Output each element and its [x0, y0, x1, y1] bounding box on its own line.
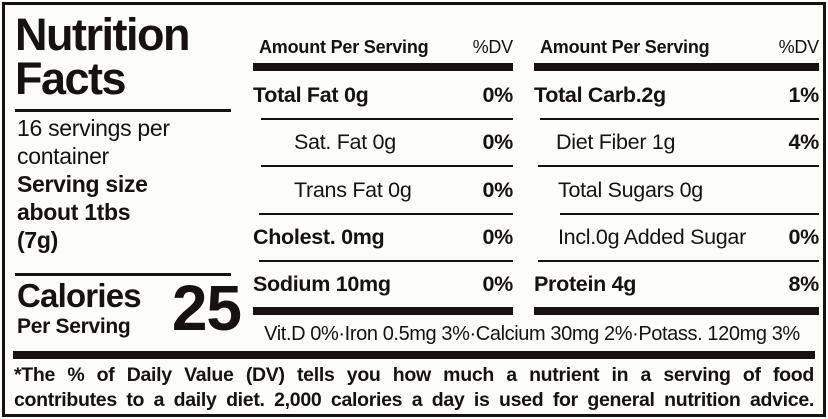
nutrient-name: Total Sugars 0g: [558, 177, 703, 202]
nutrient-dv-value: 8%: [788, 272, 820, 296]
row-separator: [538, 165, 819, 168]
calories-label: Calories: [17, 277, 142, 314]
thick-bar: [253, 63, 513, 71]
dv-header: %DV: [472, 37, 514, 57]
footnote-line-1: *The % of Daily Value (DV) tells you how…: [14, 364, 814, 386]
nutrient-row: Trans Fat 0g 0%: [253, 168, 513, 213]
footnote-line-2: contributes to a daily diet. 2,000 calor…: [14, 389, 814, 411]
nutrient-row: Total Carb.2g 1%: [534, 73, 819, 118]
row-separator: [259, 212, 513, 215]
panel-fats: Amount Per Serving %DV Total Fat 0g 0% Sat…: [253, 5, 513, 315]
thick-bar: [253, 307, 513, 315]
amount-per-serving-header: Amount Per Serving: [259, 37, 429, 57]
nutrient-name: Sat. Fat 0g: [294, 130, 396, 155]
nutrient-name: Diet Fiber 1g: [556, 130, 676, 155]
micronutrients-row: Vit.D 0%·Iron 0.5mg 3%·Calcium 30mg 2%·P…: [264, 322, 800, 345]
row-separator: [538, 259, 819, 262]
panel-header: Amount Per Serving %DV: [253, 5, 513, 63]
label-title: Nutrition Facts: [15, 9, 190, 104]
nutrient-row: Sodium 10mg 0%: [253, 262, 513, 307]
row-separator: [261, 165, 513, 168]
dv-footnote: *The % of Daily Value (DV) tells you how…: [14, 363, 814, 413]
nutrient-row: Total Fat 0g 0%: [253, 73, 513, 118]
panel-header: Amount Per Serving %DV: [534, 5, 819, 63]
row-separator: [261, 118, 513, 121]
nutrient-row: Protein 4g 8%: [534, 262, 819, 307]
title-column: Nutrition Facts 16 servings per containe…: [15, 5, 242, 351]
nutrient-dv-value: 0%: [482, 272, 514, 296]
nutrient-rows: Total Fat 0g 0% Sat. Fat 0g 0% Trans Fat 0g 0…: [253, 73, 513, 307]
row-separator: [560, 212, 819, 215]
servings-per-container: 16 servings per container: [17, 115, 170, 169]
nutrient-dv-value: 0%: [788, 224, 820, 249]
amount-per-serving-header: Amount Per Serving: [540, 37, 710, 57]
nutrient-dv-value: 0%: [482, 130, 514, 155]
row-separator: [540, 118, 819, 121]
thick-bar: [534, 63, 819, 71]
serving-size: Serving size about 1tbs (7g): [17, 171, 148, 253]
nutrient-name: Sodium 10mg: [253, 272, 391, 296]
nutrient-name: Cholest. 0mg: [253, 224, 385, 249]
nutrient-row: Diet Fiber 1g 4%: [534, 120, 819, 165]
panel-carbs-protein: Amount Per Serving %DV Total Carb.2g 1% Di…: [534, 5, 819, 315]
nutrient-name: Total Carb.2g: [534, 83, 666, 107]
nutrient-row: Incl.0g Added Sugar 0%: [534, 215, 819, 260]
dv-header: %DV: [778, 37, 820, 57]
nutrient-dv-value: 4%: [788, 130, 820, 155]
nutrient-row: Total Sugars 0g: [534, 168, 819, 213]
row-separator: [259, 259, 513, 262]
divider-rule: [15, 109, 231, 112]
calories-sublabel: Per Serving: [17, 315, 131, 338]
thick-bar: [534, 307, 819, 315]
calories-value: 25: [171, 272, 242, 344]
nutrient-dv-value: 0%: [482, 224, 514, 249]
nutrient-dv-value: 0%: [482, 177, 514, 202]
nutrient-dv-value: 0%: [482, 83, 514, 107]
nutrient-rows: Total Carb.2g 1% Diet Fiber 1g 4% Total Suga…: [534, 73, 819, 307]
nutrient-row: Cholest. 0mg 0%: [253, 215, 513, 260]
thick-bar: [13, 351, 815, 359]
nutrient-name: Protein 4g: [534, 272, 637, 296]
nutrient-name: Trans Fat 0g: [294, 177, 412, 202]
divider-rule: [15, 273, 231, 276]
nutrient-name: Total Fat 0g: [253, 83, 369, 107]
nutrient-dv-value: 1%: [788, 83, 820, 107]
nutrient-name: Incl.0g Added Sugar: [558, 224, 746, 249]
nutrient-row: Sat. Fat 0g 0%: [253, 120, 513, 165]
